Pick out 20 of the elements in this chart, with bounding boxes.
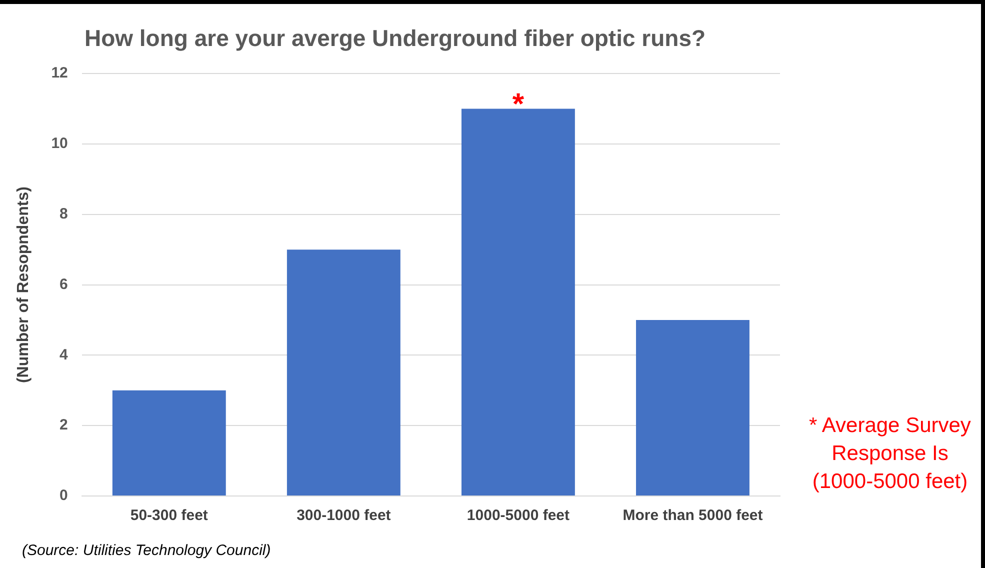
x-tick-label: 1000-5000 feet bbox=[466, 507, 570, 524]
annotation: * bbox=[512, 88, 524, 122]
x-tick-label: 300-1000 feet bbox=[296, 507, 391, 524]
bar bbox=[636, 320, 750, 496]
y-tick-label: 12 bbox=[51, 64, 68, 82]
bar bbox=[112, 390, 226, 496]
y-tick-label: 2 bbox=[60, 416, 68, 434]
y-axis-title: (Number of Resopndents) bbox=[15, 186, 32, 384]
y-tick-label: 6 bbox=[60, 276, 68, 293]
y-tick-label: 10 bbox=[51, 135, 68, 152]
bar bbox=[286, 250, 400, 496]
text: * Average Survey Response Is (1000-5000 feet) bbox=[808, 413, 972, 495]
y-tick-label: 4 bbox=[60, 346, 69, 364]
y-tick-label: 8 bbox=[60, 206, 68, 223]
y-tick-label: 0 bbox=[60, 487, 68, 504]
text: (Source: Utilities Technology Council) bbox=[22, 542, 271, 559]
x-tick-label: More than 5000 feet bbox=[622, 507, 763, 524]
chart-title: How long are your averge Underground fiber optic runs? bbox=[84, 25, 706, 52]
bar bbox=[461, 108, 575, 496]
x-tick-label: 50-300 feet bbox=[130, 507, 208, 524]
